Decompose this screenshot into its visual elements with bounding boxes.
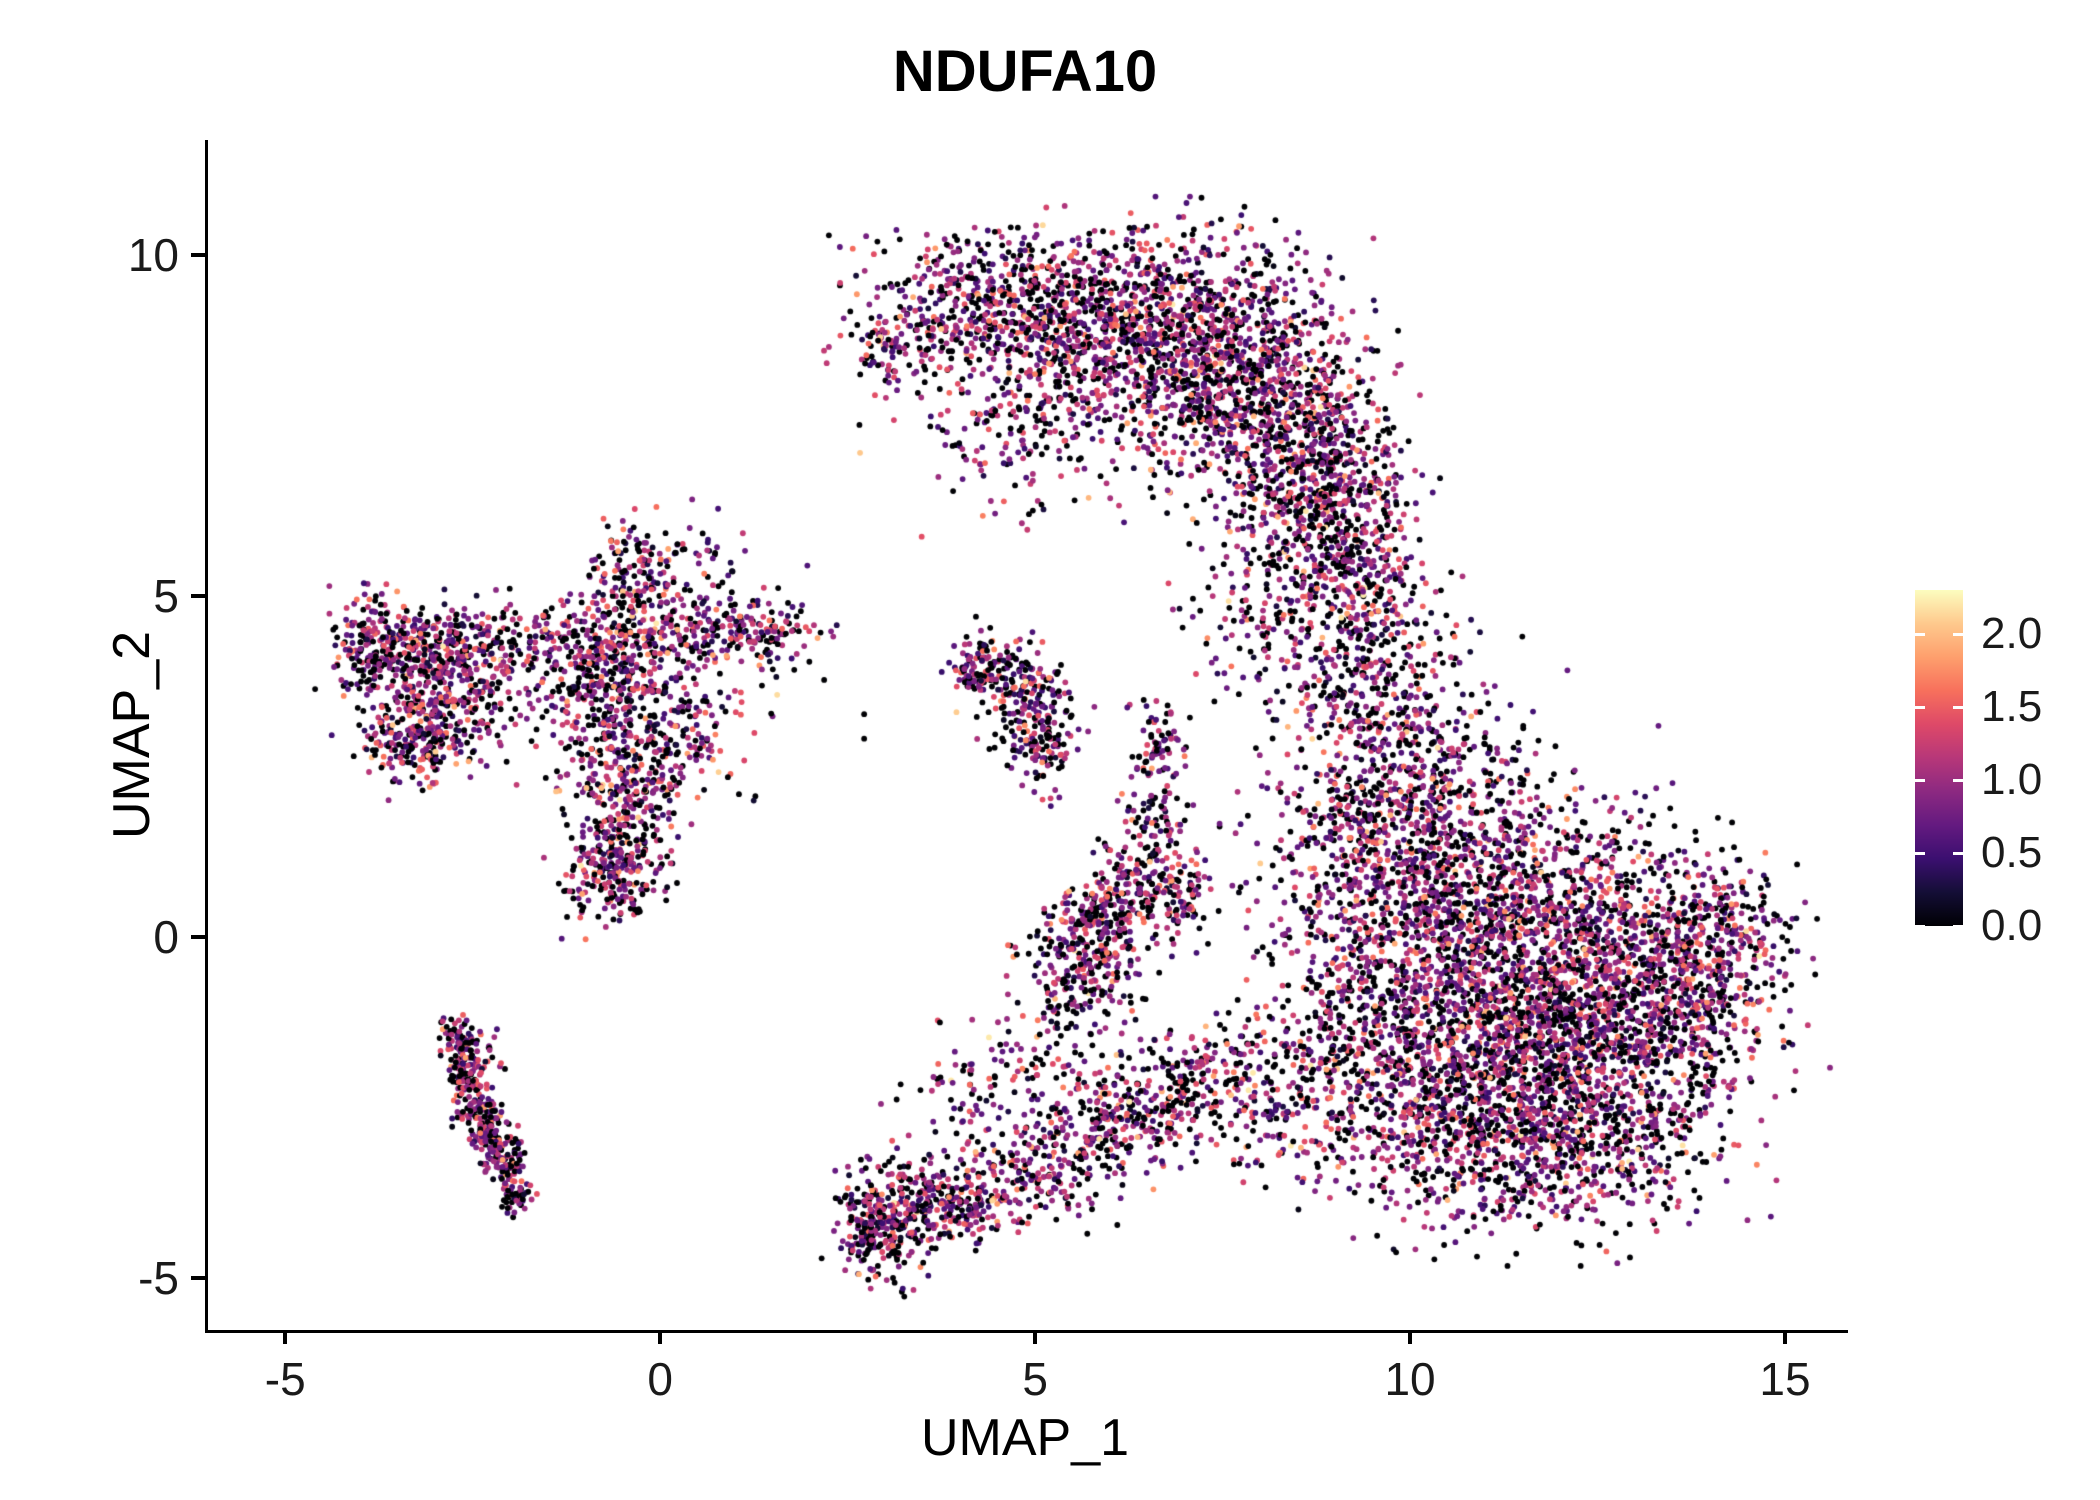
colorbar-tick-mark <box>1953 925 1963 928</box>
y-tick-mark <box>191 935 205 940</box>
colorbar-tick-mark <box>1953 778 1963 782</box>
y-tick-label: 10 <box>127 229 179 282</box>
colorbar-tick-label: 2.0 <box>1981 608 2043 658</box>
colorbar-tick-label: 0.5 <box>1981 827 2043 877</box>
y-tick-mark <box>191 1276 205 1281</box>
colorbar-tick-mark <box>1915 632 1925 636</box>
y-tick-mark <box>191 253 205 258</box>
plot-title: NDUFA10 <box>892 39 1158 104</box>
y-tick-label: -5 <box>138 1252 179 1305</box>
colorbar-tick-mark <box>1953 632 1963 636</box>
x-tick-mark <box>1033 1330 1038 1344</box>
colorbar-tick-mark <box>1915 851 1925 855</box>
x-tick-mark <box>1408 1330 1413 1344</box>
x-tick-label: 15 <box>1759 1353 1811 1405</box>
colorbar-tick-label: 0.0 <box>1981 901 2043 950</box>
y-tick-mark <box>191 594 205 599</box>
x-tick-mark <box>283 1330 288 1344</box>
x-axis-title: UMAP_1 <box>920 1409 1130 1467</box>
x-tick-label: 5 <box>1022 1353 1048 1405</box>
colorbar-tick-mark <box>1953 851 1963 855</box>
colorbar-tick-label: 1.5 <box>1981 681 2043 731</box>
x-tick-label: 10 <box>1384 1353 1436 1405</box>
x-tick-label: 0 <box>647 1353 673 1405</box>
x-tick-label: -5 <box>264 1353 306 1405</box>
colorbar-tick-mark <box>1915 925 1925 928</box>
colorbar-tick-label: 1.0 <box>1981 754 2043 804</box>
x-tick-mark <box>658 1330 663 1344</box>
y-axis-title: UMAP_2 <box>103 630 162 840</box>
colorbar-tick-mark <box>1953 705 1963 709</box>
colorbar-tick-mark <box>1915 778 1925 782</box>
expression-colorbar <box>1915 590 1963 926</box>
scatter-points-canvas <box>208 140 1848 1330</box>
y-tick-label: 5 <box>153 570 179 623</box>
x-tick-mark <box>1783 1330 1787 1344</box>
plot-panel <box>205 140 1848 1333</box>
y-tick-label: 0 <box>153 911 179 964</box>
colorbar-tick-mark <box>1915 705 1925 709</box>
